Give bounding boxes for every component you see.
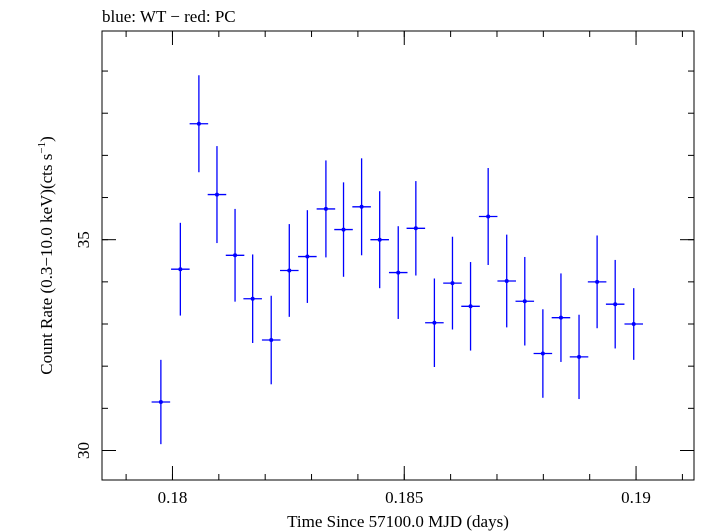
point-marker xyxy=(396,270,401,275)
data-point xyxy=(406,181,426,276)
point-marker xyxy=(595,279,600,284)
point-marker xyxy=(196,121,201,126)
point-marker xyxy=(450,281,455,286)
data-point xyxy=(243,254,262,343)
y-axis-label-main: Count Rate (0.3−10.0 keV)(cts s xyxy=(37,154,56,375)
point-marker xyxy=(432,320,437,325)
x-axis-label: Time Since 57100.0 MJD (days) xyxy=(287,512,509,531)
point-marker xyxy=(558,315,563,320)
data-point xyxy=(171,222,190,316)
point-marker xyxy=(323,206,328,211)
data-point xyxy=(461,262,480,351)
data-point xyxy=(533,309,553,398)
axis-ticks xyxy=(102,31,694,480)
point-marker xyxy=(233,253,238,258)
plot-frame xyxy=(101,30,695,481)
data-points xyxy=(151,75,644,445)
data-point xyxy=(425,278,444,368)
chart-title: blue: WT − red: PC xyxy=(102,7,236,26)
point-marker xyxy=(341,227,346,232)
data-point xyxy=(569,314,589,400)
data-point xyxy=(334,182,353,277)
data-point xyxy=(207,146,227,244)
point-marker xyxy=(504,279,509,284)
data-point xyxy=(388,226,408,319)
point-marker xyxy=(413,226,418,231)
point-marker xyxy=(269,338,274,343)
data-point xyxy=(551,273,571,362)
data-point xyxy=(151,359,171,445)
point-marker xyxy=(540,351,545,356)
point-marker xyxy=(214,192,219,197)
data-point xyxy=(298,210,317,303)
y-axis-label-exponent: −1 xyxy=(36,142,48,154)
y-axis-label-close: ) xyxy=(37,136,56,142)
data-point xyxy=(443,236,462,330)
data-point xyxy=(316,160,336,258)
data-point xyxy=(605,259,625,349)
point-marker xyxy=(468,304,473,309)
point-marker xyxy=(158,400,163,405)
y-tick-label: 35 xyxy=(74,231,93,248)
point-marker xyxy=(359,204,364,209)
point-marker xyxy=(577,354,582,359)
data-point xyxy=(624,288,644,360)
data-point xyxy=(280,224,299,317)
point-marker xyxy=(613,302,618,307)
y-tick-label: 30 xyxy=(74,442,93,459)
data-point xyxy=(352,158,371,256)
point-marker xyxy=(631,322,636,327)
data-point xyxy=(189,75,209,173)
y-axis-label: Count Rate (0.3−10.0 keV)(cts s−1) xyxy=(36,136,56,375)
data-point xyxy=(225,208,245,302)
axis-tick-labels: 0.18 0.185 0.19 30 35 xyxy=(74,231,651,507)
point-marker xyxy=(287,268,292,273)
point-marker xyxy=(486,214,491,219)
point-marker xyxy=(178,267,183,272)
data-point xyxy=(478,168,498,265)
point-marker xyxy=(250,296,255,301)
point-marker xyxy=(377,237,382,242)
x-tick-label: 0.19 xyxy=(621,488,651,507)
data-point xyxy=(497,234,516,328)
data-point xyxy=(515,256,535,346)
x-tick-label: 0.18 xyxy=(158,488,188,507)
data-point xyxy=(370,191,389,289)
point-marker xyxy=(305,254,310,259)
x-tick-label: 0.185 xyxy=(385,488,423,507)
data-point xyxy=(261,295,281,385)
data-point xyxy=(587,235,607,329)
point-marker xyxy=(522,299,527,304)
